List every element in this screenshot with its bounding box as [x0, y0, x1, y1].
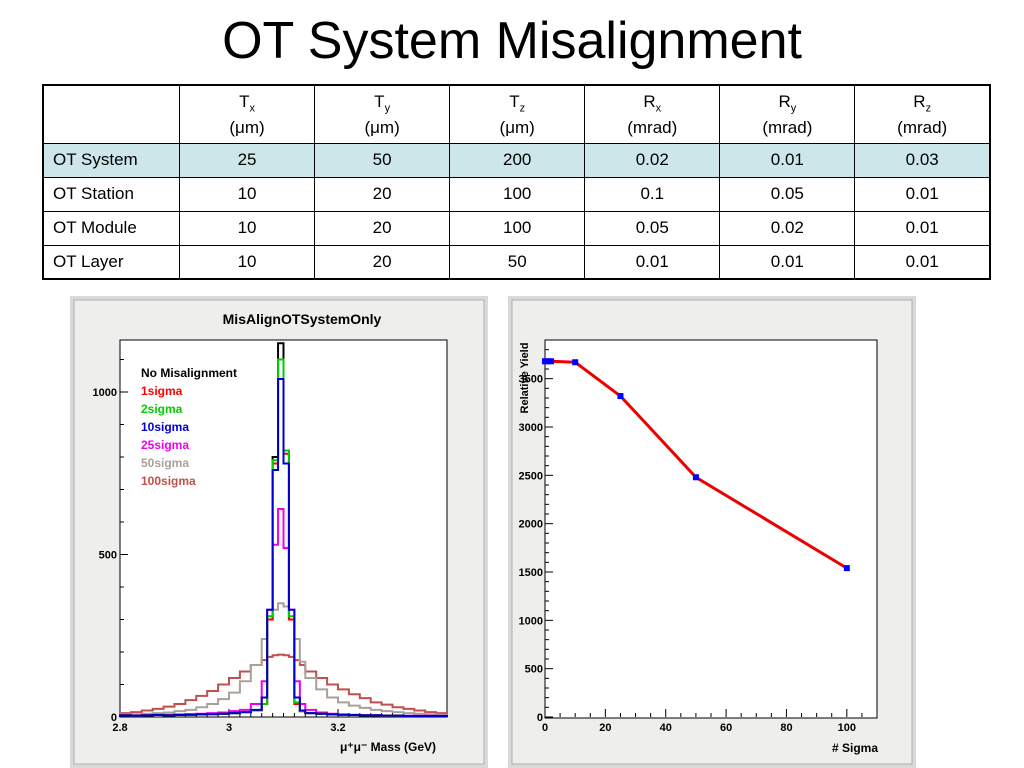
- table-cell: 0.01: [584, 244, 721, 280]
- legend-entry: 100sigma: [141, 474, 196, 488]
- histogram-legend: No Misalignment 1sigma 2sigma 10sigma 25sigm…: [141, 366, 237, 488]
- table-header-row: Tx (μm) Ty (μm) Tz (μm) Rx (mrad) Ry (mr…: [42, 84, 991, 144]
- legend-entry: No Misalignment: [141, 366, 237, 380]
- y-tick-label: 0: [111, 712, 117, 724]
- y-tick-label: 500: [99, 550, 117, 562]
- yield-vs-sigma-panel: 0 500 1000 1500 2000 2500 3000 3500 0 20 40 60 80 100…: [508, 296, 916, 768]
- y-tick-label: 500: [525, 664, 543, 676]
- column-header-rx: Rx (mrad): [584, 84, 721, 144]
- table-cell: 200: [449, 142, 586, 178]
- histogram-title-box: [184, 302, 420, 330]
- table-cell: 25: [178, 142, 316, 178]
- page-title: OT System Misalignment: [222, 12, 802, 70]
- table-cell: 20: [314, 176, 451, 212]
- yield-data-point: [843, 565, 850, 572]
- mass-histogram-panel: MisAlignOTSystemOnly 0 500 1000 2.8 3 3.2 No …: [70, 296, 488, 768]
- table-cell: 0.01: [719, 142, 856, 178]
- table-cell: 100: [449, 210, 586, 246]
- table-cell: 50: [449, 244, 586, 280]
- x-tick-label: 40: [660, 722, 672, 734]
- table-row: OT Station 10 20 100 0.1 0.05 0.01: [42, 176, 991, 212]
- legend-entry: 2sigma: [141, 402, 183, 416]
- x-tick-label: 100: [838, 722, 856, 734]
- legend-entry: 1sigma: [141, 384, 183, 398]
- row-label: OT Module: [42, 210, 180, 246]
- table-cell: 0.02: [719, 210, 856, 246]
- row-label: OT System: [42, 142, 180, 178]
- histogram-series: [119, 342, 448, 718]
- x-tick-label: 80: [780, 722, 792, 734]
- yield-data-point: [617, 393, 624, 400]
- column-header-rz: Rz (mrad): [854, 84, 991, 144]
- table-row: OT System 25 50 200 0.02 0.01 0.03: [42, 142, 991, 178]
- yield-data-point: [692, 474, 699, 481]
- column-header-ty: Ty (μm): [314, 84, 451, 144]
- y-tick-label: 2500: [519, 470, 543, 482]
- legend-entry: 25sigma: [141, 438, 189, 452]
- column-header-tx: Tx (μm): [178, 84, 316, 144]
- yield-x-axis-label: # Sigma: [832, 741, 878, 755]
- histogram-x-axis-label: μ⁺μ⁻ Mass (GeV): [340, 740, 436, 754]
- yield-series: [542, 358, 850, 572]
- table-cell: 0.01: [854, 176, 991, 212]
- row-label: OT Layer: [42, 244, 180, 280]
- table-row: OT Module 10 20 100 0.05 0.02 0.01: [42, 210, 991, 246]
- table-cell: 20: [314, 210, 451, 246]
- table-cell: 50: [314, 142, 451, 178]
- y-tick-label: 0: [537, 712, 543, 724]
- table-cell: 0.02: [584, 142, 721, 178]
- table-cell: 0.03: [854, 142, 991, 178]
- x-tick-label: 2.8: [112, 722, 127, 734]
- yield-data-point: [572, 359, 579, 366]
- table-corner-cell: [42, 84, 180, 144]
- y-tick-label: 3000: [519, 422, 543, 434]
- histogram-series-10sigma: [119, 378, 448, 718]
- x-tick-label: 60: [720, 722, 732, 734]
- table-cell: 0.01: [719, 244, 856, 280]
- yield-plot-area: [544, 339, 878, 719]
- table-cell: 0.01: [854, 210, 991, 246]
- x-tick-label: 20: [599, 722, 611, 734]
- x-tick-label: 3.2: [330, 722, 345, 734]
- table-cell: 0.05: [584, 210, 721, 246]
- histogram-series-100sigma: [119, 653, 448, 717]
- histogram-title: MisAlignOTSystemOnly: [223, 311, 382, 327]
- x-tick-label: 3: [226, 722, 232, 734]
- yield-axis-ticks: 0 500 1000 1500 2000 2500 3000 3500 0 20 40 60 80 100: [519, 349, 878, 734]
- column-header-ry: Ry (mrad): [719, 84, 856, 144]
- column-header-tz: Tz (μm): [449, 84, 586, 144]
- legend-entry: 10sigma: [141, 420, 189, 434]
- y-tick-label: 1000: [519, 615, 543, 627]
- y-tick-label: 1500: [519, 567, 543, 579]
- y-tick-label: 3500: [519, 374, 543, 386]
- table-cell: 10: [178, 210, 316, 246]
- table-cell: 100: [449, 176, 586, 212]
- histogram-series-50sigma: [119, 602, 448, 717]
- y-tick-label: 1000: [93, 387, 117, 399]
- table-cell: 0.1: [584, 176, 721, 212]
- misalignment-table: Tx (μm) Ty (μm) Tz (μm) Rx (mrad) Ry (mr…: [42, 84, 991, 280]
- row-label: OT Station: [42, 176, 180, 212]
- table-cell: 20: [314, 244, 451, 280]
- yield-y-axis-label: Relative Yield: [519, 343, 531, 414]
- yield-data-point: [548, 358, 555, 365]
- x-tick-label: 0: [542, 722, 548, 734]
- table-cell: 10: [178, 244, 316, 280]
- table-cell: 0.01: [854, 244, 991, 280]
- table-cell: 0.05: [719, 176, 856, 212]
- yield-data-point: [545, 358, 552, 365]
- table-cell: 10: [178, 176, 316, 212]
- legend-entry: 50sigma: [141, 456, 189, 470]
- yield-data-point: [542, 358, 548, 365]
- table-row: OT Layer 10 20 50 0.01 0.01 0.01: [42, 244, 991, 280]
- y-tick-label: 2000: [519, 519, 543, 531]
